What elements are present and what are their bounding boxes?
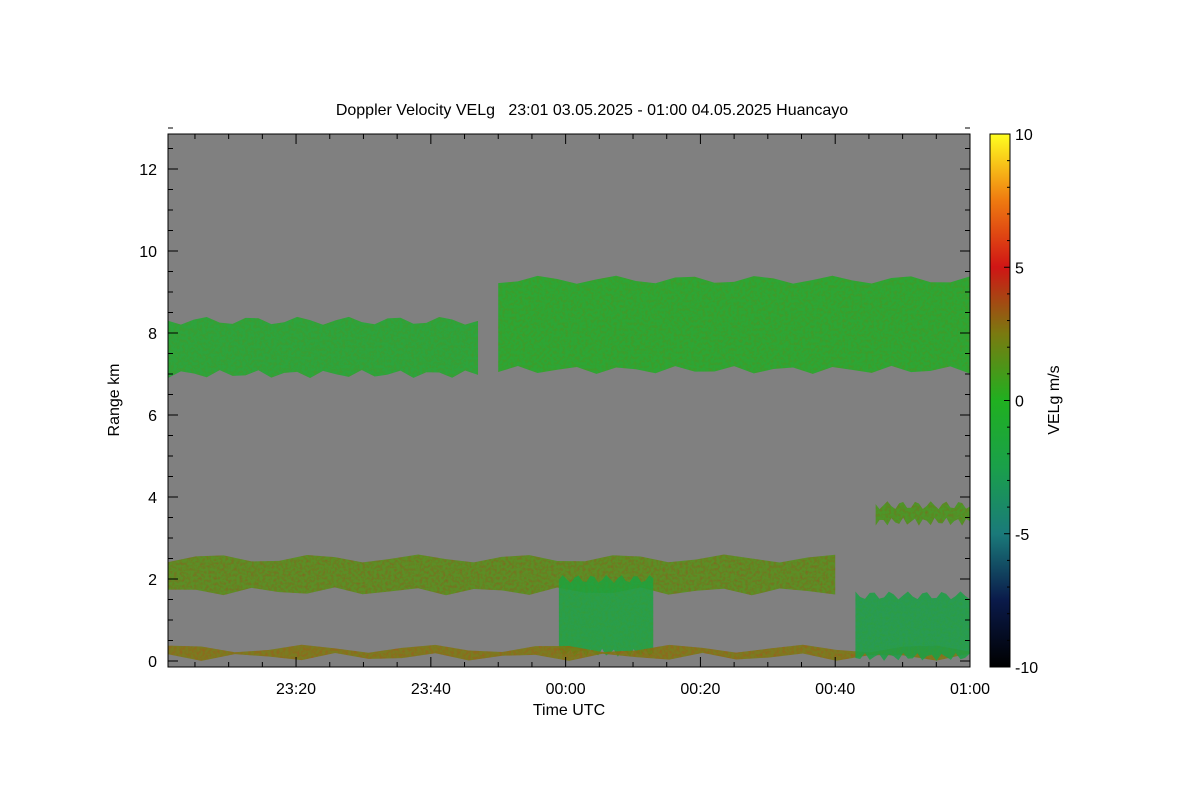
echo-texture [498,275,970,374]
x-tick-label: 01:00 [950,681,990,698]
y-tick-label: 8 [148,326,157,343]
x-axis: 23:20 23:40 00:00 00:20 00:40 01:00 [194,134,990,698]
echo-texture [168,644,970,661]
x-tick-label: 00:00 [546,681,586,698]
y-tick-label: 0 [148,654,157,671]
y-tick-label: 12 [139,162,157,179]
echo-texture [558,575,654,657]
colorbar-tick-label: 10 [1015,127,1033,144]
y-tick-label: 6 [148,408,157,425]
echo-layer [168,644,970,661]
plot-frame [167,133,971,668]
echo-layers [168,275,970,661]
x-tick-label: 00:20 [680,681,720,698]
x-axis-label: Time UTC [533,702,605,719]
y-tick-label: 2 [148,572,157,589]
echo-layer [168,316,479,378]
colorbar-label: VELg m/s [1046,365,1063,434]
echo-layer [855,591,970,661]
echo-texture [168,316,479,378]
echo-texture [875,501,970,526]
y-axis: 0 2 4 6 8 10 12 [139,127,970,671]
echo-layer [168,554,836,596]
echo-texture [855,591,970,661]
colorbar-tick-label: 0 [1015,394,1024,411]
x-tick-label: 23:40 [411,681,451,698]
y-tick-label: 10 [139,244,157,261]
colorbar-axis: 10 5 0 -5 -10 [1004,127,1038,677]
echo-layer [498,275,970,374]
echo-texture [168,554,836,596]
x-tick-label: 00:40 [815,681,855,698]
chart-title: Doppler Velocity VELg 23:01 03.05.2025 -… [336,102,848,119]
y-tick-label: 4 [148,490,157,507]
echo-layer [875,501,970,526]
colorbar-tick-label: -5 [1015,527,1029,544]
echo-layer [558,575,654,657]
colorbar-tick-label: 5 [1015,260,1024,277]
x-tick-label: 23:20 [276,681,316,698]
y-axis-label: Range km [106,364,123,437]
colorbar-tick-label: -10 [1015,660,1038,677]
